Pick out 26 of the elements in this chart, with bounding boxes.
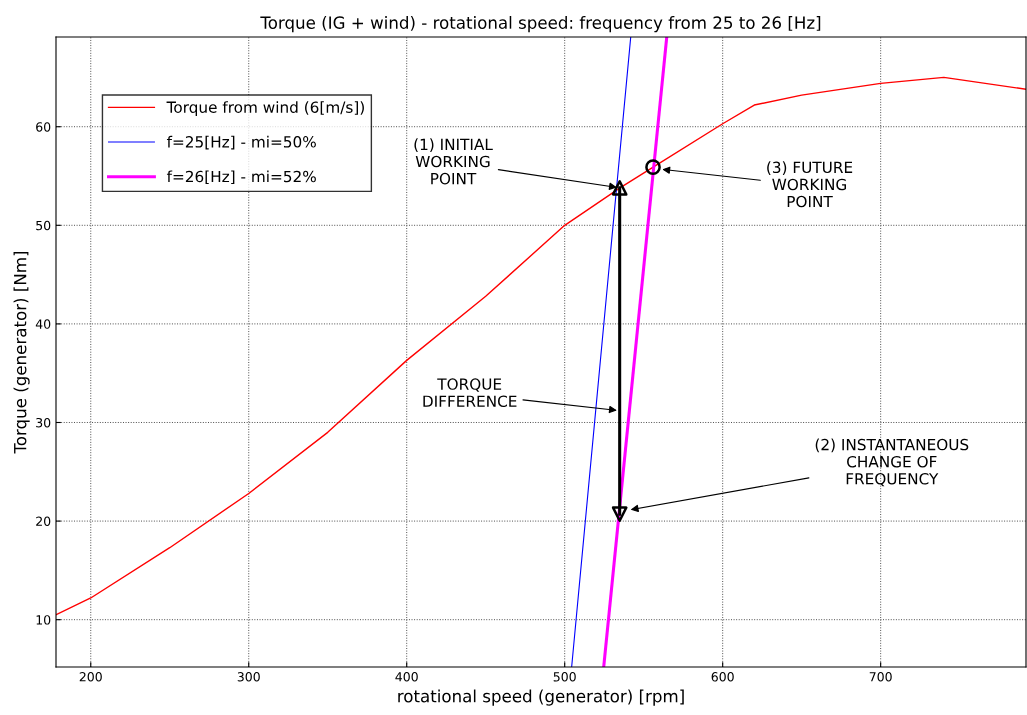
y-tick-label: 50	[36, 220, 51, 231]
x-axis-title: rotational speed (generator) [rpm]	[398, 689, 684, 706]
legend-label: f=26[Hz] - mi=52%	[166, 170, 316, 185]
annotation: TORQUE DIFFERENCE	[423, 378, 517, 407]
x-tick-label: 500	[553, 672, 576, 682]
x-tick-label: 200	[79, 672, 102, 682]
x-tick-label: 300	[237, 672, 260, 682]
point	[611, 180, 628, 196]
point	[645, 159, 661, 175]
annotation: (3) FUTURE WORKING POINT	[767, 161, 853, 208]
x-tick-label: 700	[869, 672, 892, 682]
point	[611, 506, 628, 523]
chart-title: Torque (IG + wind) - rotational speed: frequency from 25 to 26 [Hz]	[260, 16, 821, 33]
x-tick-label: 400	[395, 672, 418, 682]
y-axis-title: Torque (generator) [Nm]	[13, 251, 30, 454]
annotation: (2) INSTANTANEOUS CHANGE OF FREQUENCY	[815, 438, 969, 487]
y-tick-label: 30	[36, 417, 51, 428]
x-tick-label: 600	[711, 672, 734, 682]
y-tick-label: 40	[35, 319, 51, 329]
annotation: (1) INITIAL WORKING POINT	[414, 138, 493, 185]
line-series	[56, 76, 1026, 616]
y-tick-label: 10	[36, 615, 51, 625]
y-tick-label: 20	[36, 516, 51, 527]
legend-label: Torque from wind (6[m/s])	[166, 101, 364, 116]
y-tick-label: 60	[36, 122, 51, 132]
legend-label: f=25[Hz] - mi=50%	[166, 135, 316, 150]
